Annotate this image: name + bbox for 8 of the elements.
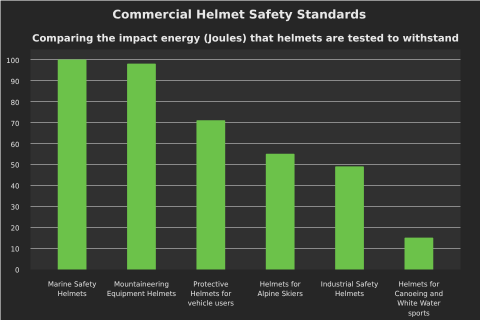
bar (335, 166, 364, 270)
bar (196, 120, 226, 270)
chart-title: Commercial Helmet Safety Standards (112, 8, 366, 22)
bar (266, 154, 295, 270)
chart-subtitle: Comparing the impact energy (Joules) that helmets are tested to withstand (32, 34, 459, 44)
bar (404, 238, 434, 270)
bar (58, 59, 86, 270)
bar (127, 64, 156, 270)
